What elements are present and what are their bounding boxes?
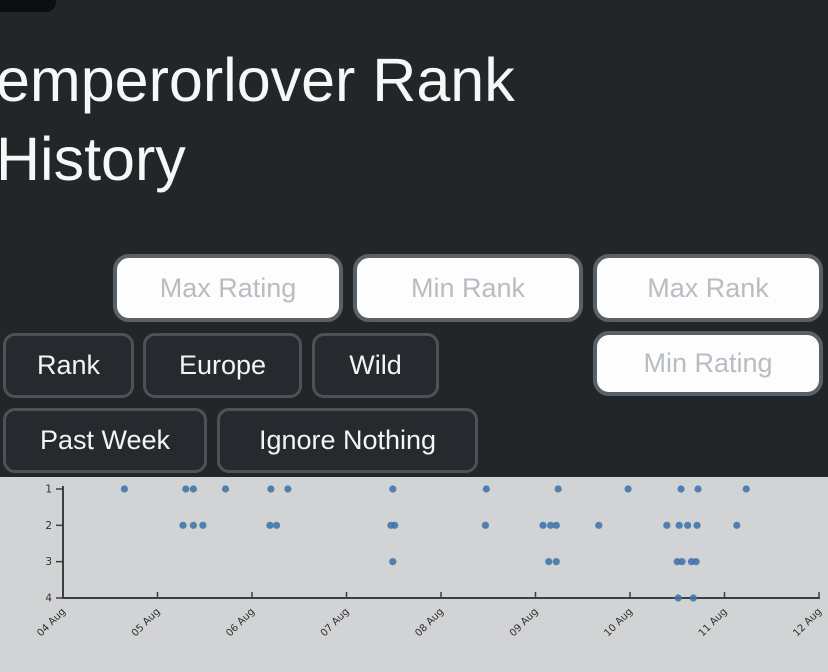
svg-text:11 Aug: 11 Aug (697, 606, 730, 639)
rank-metric-button[interactable]: Rank (3, 333, 134, 398)
min-rank-input[interactable] (353, 254, 583, 322)
svg-text:09 Aug: 09 Aug (508, 606, 541, 639)
svg-text:04 Aug: 04 Aug (35, 606, 68, 639)
svg-text:05 Aug: 05 Aug (130, 606, 163, 639)
region-button[interactable]: Europe (143, 333, 302, 398)
svg-text:08 Aug: 08 Aug (413, 606, 446, 639)
max-rating-input[interactable] (113, 254, 343, 322)
svg-text:1: 1 (45, 484, 52, 496)
svg-text:10 Aug: 10 Aug (602, 606, 635, 639)
top-left-notch (0, 0, 56, 12)
svg-text:07 Aug: 07 Aug (319, 606, 352, 639)
timeframe-button[interactable]: Past Week (3, 408, 207, 473)
min-rating-input[interactable] (593, 331, 823, 396)
rank-history-chart-svg: 1 2 3 4 04 Aug 05 Aug 06 Aug 07 Aug 08 Aug 09 Aug… (35, 484, 824, 640)
ignore-filter-button[interactable]: Ignore Nothing (217, 408, 478, 473)
svg-text:4: 4 (45, 592, 52, 604)
svg-text:2: 2 (45, 520, 52, 532)
svg-text:3: 3 (45, 556, 52, 568)
max-rank-input[interactable] (593, 254, 823, 322)
svg-text:12 Aug: 12 Aug (791, 606, 824, 639)
svg-text:06 Aug: 06 Aug (224, 606, 257, 639)
format-button[interactable]: Wild (312, 333, 439, 398)
page-title: emperorlover Rank History (0, 45, 515, 194)
rank-history-chart: 1 2 3 4 04 Aug 05 Aug 06 Aug 07 Aug 08 Aug 09 Aug… (0, 477, 828, 672)
